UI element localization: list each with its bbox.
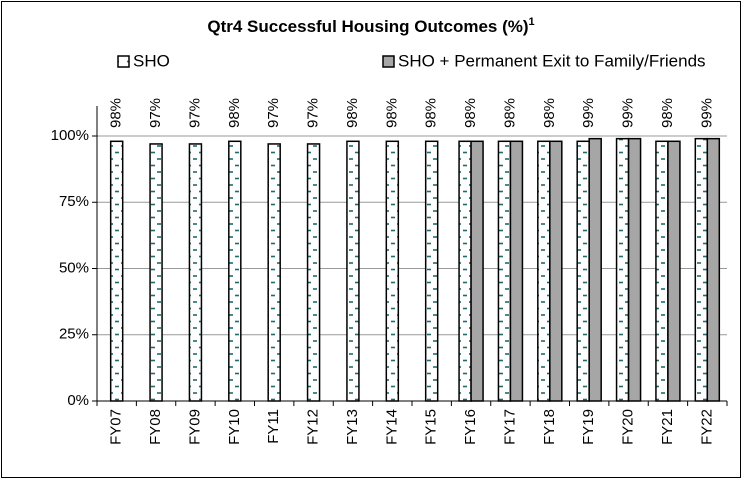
x-tick-label: FY12 xyxy=(305,409,322,445)
data-label: 98% xyxy=(226,98,243,128)
x-tick-label: FY14 xyxy=(383,409,400,445)
bar xyxy=(470,140,484,402)
legend-swatch xyxy=(117,55,130,68)
y-tick-label: 0% xyxy=(67,392,89,409)
title-note: 1 xyxy=(529,16,535,28)
legend-label: SHO + Permanent Exit to Family/Friends xyxy=(398,51,706,70)
x-tick-label: FY11 xyxy=(265,409,282,444)
x-tick-label: FY22 xyxy=(698,409,715,445)
bar xyxy=(346,140,360,402)
bar xyxy=(576,140,590,402)
bar xyxy=(424,140,439,402)
bar xyxy=(267,143,281,402)
data-label: 97% xyxy=(265,98,282,128)
bar xyxy=(458,140,472,402)
chart-title: Qtr4 Successful Housing Outcomes (%)1 xyxy=(207,16,534,37)
data-label: 98% xyxy=(423,98,440,128)
data-label: 98% xyxy=(501,98,518,128)
y-tick-label: 100% xyxy=(51,127,89,144)
bar xyxy=(188,143,203,402)
data-label: 98% xyxy=(108,98,125,128)
bar xyxy=(627,137,642,402)
x-tick-label: FY15 xyxy=(423,409,440,445)
y-tick-label: 25% xyxy=(59,326,89,343)
bar xyxy=(667,140,681,402)
data-label: 97% xyxy=(147,98,164,128)
data-label: 99% xyxy=(620,98,637,128)
bar xyxy=(588,137,602,402)
bar xyxy=(655,140,669,402)
data-label: 98% xyxy=(541,98,558,128)
x-tick-label: FY21 xyxy=(659,409,676,445)
data-label: 97% xyxy=(305,98,322,128)
bar xyxy=(549,140,563,402)
bar xyxy=(537,140,551,402)
y-tick-label: 75% xyxy=(59,193,89,210)
bar xyxy=(109,140,124,402)
data-label: 99% xyxy=(580,98,597,128)
bar xyxy=(497,140,512,402)
data-label: 97% xyxy=(186,98,203,128)
bar xyxy=(509,140,524,402)
data-label: 98% xyxy=(383,98,400,128)
x-tick-label: FY10 xyxy=(226,409,243,445)
data-label: 98% xyxy=(659,98,676,128)
bar xyxy=(228,140,242,402)
bar xyxy=(706,137,721,402)
x-tick-label: FY09 xyxy=(186,409,203,445)
bar xyxy=(149,143,163,402)
x-tick-label: FY08 xyxy=(147,409,164,445)
x-tick-label: FY18 xyxy=(541,409,558,445)
x-tick-label: FY07 xyxy=(108,409,125,445)
x-tick-label: FY16 xyxy=(462,409,479,445)
data-label: 98% xyxy=(344,98,361,128)
y-tick-label: 50% xyxy=(59,259,89,276)
x-tick-label: FY20 xyxy=(620,409,637,445)
legend-swatch xyxy=(382,55,395,68)
x-tick-label: FY13 xyxy=(344,409,361,445)
bar xyxy=(306,143,321,402)
bar xyxy=(385,140,400,402)
data-label: 99% xyxy=(698,98,715,128)
x-tick-label: FY17 xyxy=(501,409,518,445)
legend-label: SHO xyxy=(133,51,170,70)
bar xyxy=(615,137,630,402)
data-label: 98% xyxy=(462,98,479,128)
title-text: Qtr4 Successful Housing Outcomes (%) xyxy=(207,17,528,36)
x-tick-label: FY19 xyxy=(580,409,597,445)
bar xyxy=(694,137,709,402)
